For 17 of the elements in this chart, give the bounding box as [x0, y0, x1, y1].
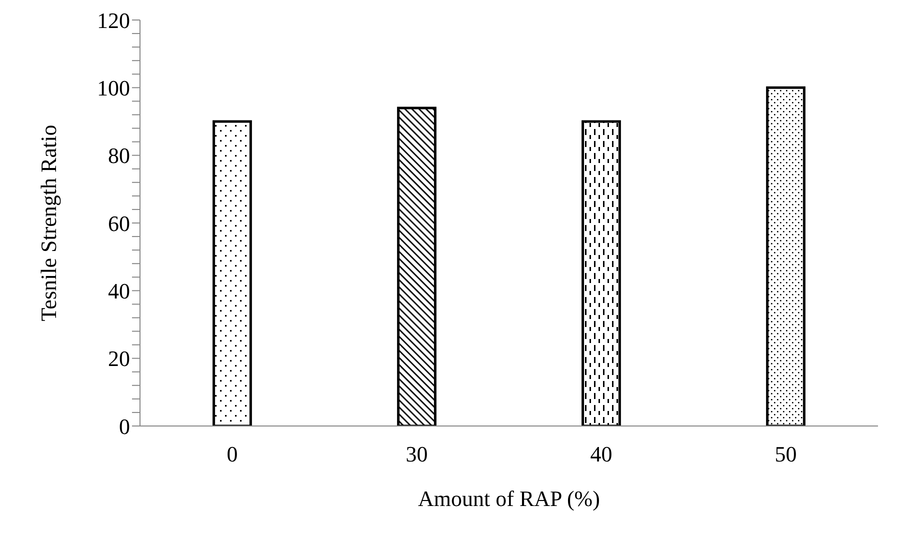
y-tick-label: 40 [108, 278, 130, 304]
bar [397, 106, 436, 426]
y-tick-label: 100 [97, 75, 130, 100]
y-tick-label: 120 [97, 8, 130, 33]
x-tick-label: 30 [406, 442, 428, 467]
bar [766, 86, 806, 426]
x-tick-label: 0 [226, 442, 238, 467]
y-tick-label: 0 [119, 414, 130, 439]
y-tick-label: 80 [108, 143, 130, 168]
x-tick-label: 50 [774, 442, 797, 467]
bar [212, 120, 252, 426]
bar [582, 120, 621, 426]
y-axis-title: Tesnile Strength Ratio [36, 124, 61, 322]
x-axis-title: Amount of RAP (%) [418, 486, 600, 511]
x-tick-label: 40 [590, 442, 612, 467]
y-tick-label: 60 [108, 210, 130, 236]
y-tick-label: 20 [108, 346, 130, 372]
